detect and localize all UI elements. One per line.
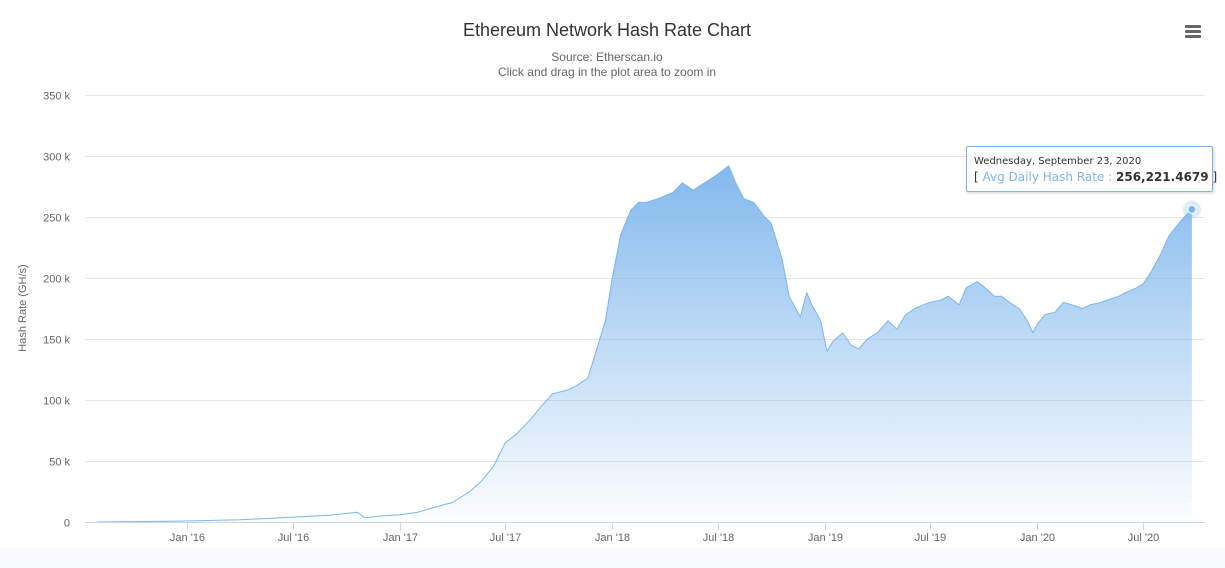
- x-tick-label: Jul '20: [1128, 532, 1159, 544]
- tooltip-separator: :: [1108, 170, 1113, 184]
- x-tick-label: Jul '16: [278, 532, 309, 544]
- series-line: [96, 165, 1193, 523]
- y-tick-label: 100 k: [43, 396, 70, 408]
- tooltip-series-name: Avg Daily Hash Rate: [982, 170, 1105, 184]
- y-tick-label: 350 k: [43, 91, 70, 103]
- x-tick-label: Jan '18: [595, 532, 630, 544]
- tooltip-date: Wednesday, September 23, 2020: [974, 156, 1142, 167]
- y-tick-label: 150 k: [43, 335, 70, 347]
- series-area-fill: [96, 165, 1192, 523]
- axes: 0 50 k 100 k 150 k 200 k 250 k 300 k 350 k Jan '…: [43, 91, 1205, 544]
- x-tick-label: Jan '20: [1020, 532, 1055, 544]
- tooltip-value: 256,221.4679: [1116, 170, 1209, 184]
- x-tick-label: Jan '19: [808, 532, 843, 544]
- x-tick-label: Jul '19: [915, 532, 946, 544]
- y-tick-label: 0: [64, 518, 70, 530]
- chart-title: Ethereum Network Hash Rate Chart: [463, 20, 751, 40]
- x-tick-label: Jul '18: [703, 532, 734, 544]
- chart-menu-button[interactable]: [1180, 20, 1206, 42]
- x-tick-label: Jan '16: [170, 532, 205, 544]
- y-tick-label: 300 k: [43, 152, 70, 164]
- y-axis-title: Hash Rate (GH/s): [17, 264, 29, 351]
- tooltip-line: [ Avg Daily Hash Rate : 256,221.4679 ]: [974, 170, 1217, 184]
- hover-point: [1187, 204, 1197, 214]
- footer-band: [0, 548, 1225, 568]
- hover-marker-layer: [1182, 200, 1201, 219]
- y-tick-label: 200 k: [43, 274, 70, 286]
- data-tooltip: Wednesday, September 23, 2020 [ Avg Dail…: [966, 146, 1217, 192]
- y-tick-label: 50 k: [49, 457, 70, 469]
- chart-subtitle-source: Source: Etherscan.io: [551, 50, 663, 64]
- x-tick-label: Jan '17: [383, 532, 418, 544]
- y-tick-label: 250 k: [43, 213, 70, 225]
- chart-subtitle-zoom-hint: Click and drag in the plot area to zoom …: [498, 65, 716, 79]
- area-layer: [96, 165, 1193, 523]
- x-tick-label: Jul '17: [490, 532, 521, 544]
- tooltip-open-bracket: [: [974, 170, 979, 184]
- tooltip-close-bracket: ]: [1212, 170, 1218, 184]
